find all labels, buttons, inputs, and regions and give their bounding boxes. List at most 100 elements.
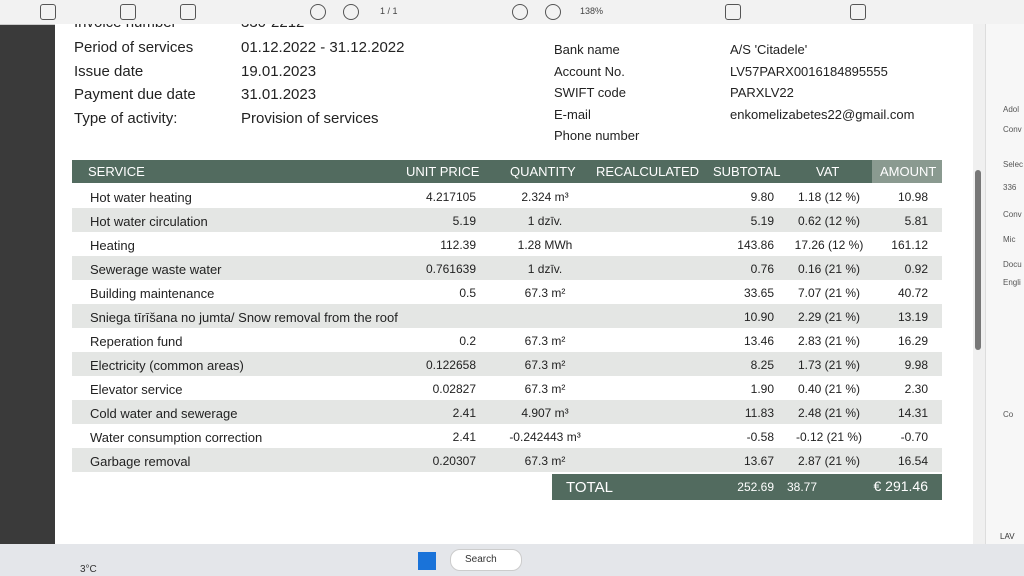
side-panel-text: Engli	[1003, 278, 1021, 287]
vat-cell: 1.18 (12 %)	[797, 190, 861, 204]
unit-price-cell: 0.2	[459, 334, 476, 348]
amount-cell: 16.54	[897, 454, 928, 468]
side-panel-text: Co	[1003, 410, 1014, 419]
subtotal-cell: 9.80	[750, 190, 774, 204]
service-cell: Hot water heating	[90, 190, 192, 205]
side-panel-text: Mic	[1003, 235, 1016, 244]
unit-price-cell: 0.5	[459, 286, 476, 300]
bank-value: enkomelizabetes22@gmail.com	[730, 106, 915, 122]
service-cell: Hot water circulation	[90, 214, 208, 229]
header-cell: AMOUNT	[872, 160, 942, 183]
quantity-cell: 67.3 m²	[524, 358, 566, 372]
unit-price-cell: 5.19	[452, 214, 476, 228]
side-panel-text: Selec	[1003, 160, 1024, 169]
zoom-out[interactable]	[512, 4, 528, 20]
next-page[interactable]	[343, 4, 359, 20]
table-row: Elevator service 0.02827 67.3 m² 1.90 0.40 (…	[72, 376, 942, 400]
table-header: SERVICE UNIT PRICE QUANTITY RECALCULATED SUB…	[72, 160, 942, 183]
bank-label: SWIFT code	[554, 85, 627, 100]
header-cell: RECALCULATED	[596, 164, 700, 179]
language[interactable]: LAV	[1000, 532, 1015, 541]
service-cell: Sniega tīrīšana no jumta/ Snow removal f…	[90, 310, 398, 325]
field-label: Period of services	[74, 39, 194, 56]
table-row: Reperation fund 0.2 67.3 m² 13.46 2.83 (21 %…	[72, 328, 942, 352]
vat-cell: 1.73 (21 %)	[797, 358, 861, 372]
total-vat: 38.77	[787, 480, 818, 494]
service-cell: Elevator service	[90, 382, 183, 397]
prev-page[interactable]	[310, 4, 326, 20]
subtotal-cell: 13.67	[743, 454, 774, 468]
quantity-cell: 4.907 m³	[521, 406, 569, 420]
quantity-cell: 2.324 m³	[521, 190, 569, 204]
subtotal-cell: 10.90	[743, 310, 774, 324]
unit-price-cell: 0.122658	[425, 358, 476, 372]
quantity-cell: 67.3 m²	[524, 286, 566, 300]
table-row: Garbage removal 0.20307 67.3 m² 13.67 2.87 (…	[72, 448, 942, 472]
header-cell: UNIT PRICE	[406, 164, 480, 179]
header-cell: QUANTITY	[510, 164, 576, 179]
quantity-cell: 1 dzīv.	[527, 214, 563, 228]
amount-cell: 2.30	[904, 382, 928, 396]
zoom-in[interactable]	[545, 4, 561, 20]
service-cell: Sewerage waste water	[90, 262, 222, 277]
subtotal-cell: 8.25	[750, 358, 774, 372]
side-panel-text: 336	[1003, 183, 1017, 192]
table-row: Building maintenance 0.5 67.3 m² 33.65 7.07 …	[72, 280, 942, 304]
icon[interactable]	[120, 4, 136, 20]
header-cell: VAT	[816, 164, 840, 179]
weather[interactable]: 3°C	[80, 564, 97, 575]
field-value: 01.12.2022 - 31.12.2022	[241, 39, 405, 56]
subtotal-cell: 5.19	[750, 214, 774, 228]
vat-cell: 0.40 (21 %)	[797, 382, 861, 396]
unit-price-cell: 0.02827	[432, 382, 476, 396]
subtotal-cell: 33.65	[743, 286, 774, 300]
service-cell: Garbage removal	[90, 454, 191, 469]
icon[interactable]	[180, 4, 196, 20]
page-number[interactable]: 1 / 1	[380, 6, 398, 16]
bank-label: Phone number	[554, 128, 640, 143]
side-panel-text: Conv	[1003, 125, 1022, 134]
bank-label: Account No.	[554, 63, 625, 79]
quantity-cell: 1.28 MWh	[517, 238, 573, 252]
search-box[interactable]: Search	[450, 549, 522, 571]
unit-price-cell: 0.20307	[432, 454, 476, 468]
unit-price-cell: 2.41	[452, 430, 476, 444]
amount-cell: 5.81	[904, 214, 928, 228]
vat-cell: 2.48 (21 %)	[797, 406, 861, 420]
vat-cell: 17.26 (12 %)	[794, 238, 864, 252]
start-button[interactable]	[418, 552, 436, 570]
vat-cell: 0.16 (21 %)	[797, 262, 861, 276]
field-label: Type of activity:	[74, 109, 178, 127]
table-row: Hot water circulation 5.19 1 dzīv. 5.19 0.62…	[72, 208, 942, 232]
side-panel-text: Docu	[1003, 260, 1022, 269]
scroll-thumb[interactable]	[975, 170, 981, 350]
table-row: Sewerage waste water 0.761639 1 dzīv. 0.76 0…	[72, 256, 942, 280]
delete[interactable]	[850, 4, 866, 20]
zoom-level[interactable]: 138%	[580, 6, 604, 16]
bank-label: Bank name	[554, 42, 620, 57]
quantity-cell: 67.3 m²	[524, 382, 566, 396]
quantity-cell: 67.3 m²	[524, 454, 566, 468]
field-value: 31.01.2023	[241, 86, 317, 103]
quantity-cell: -0.242443 m³	[509, 430, 581, 444]
table-row: Sniega tīrīšana no jumta/ Snow removal f…	[72, 304, 942, 328]
header-cell: SUBTOTAL	[713, 164, 781, 179]
pdf-toolbar: 1 / 1 138%	[0, 0, 1024, 25]
icon[interactable]	[40, 4, 56, 20]
total-amount: € 291.46	[873, 478, 929, 494]
bank-value: LV57PARX0016184895555	[730, 63, 888, 79]
vat-cell: 2.83 (21 %)	[797, 334, 861, 348]
subtotal-cell: 13.46	[743, 334, 774, 348]
header-cell: SERVICE	[88, 164, 145, 179]
side-panel: Adol Conv Selec 336 Conv Mic Docu Engli Co	[985, 24, 1024, 544]
unit-price-cell: 4.217105	[425, 190, 476, 204]
field-value: Provision of services	[241, 109, 379, 127]
comment[interactable]	[725, 4, 741, 20]
header-text: AMOUNT	[880, 164, 937, 179]
subtotal-cell: 11.83	[744, 406, 774, 420]
table-row: Electricity (common areas) 0.122658 67.3 m…	[72, 352, 942, 376]
amount-cell: -0.70	[900, 430, 928, 444]
table-row: Hot water heating 4.217105 2.324 m³ 9.80 1.1…	[72, 184, 942, 208]
service-cell: Heating	[90, 238, 135, 253]
